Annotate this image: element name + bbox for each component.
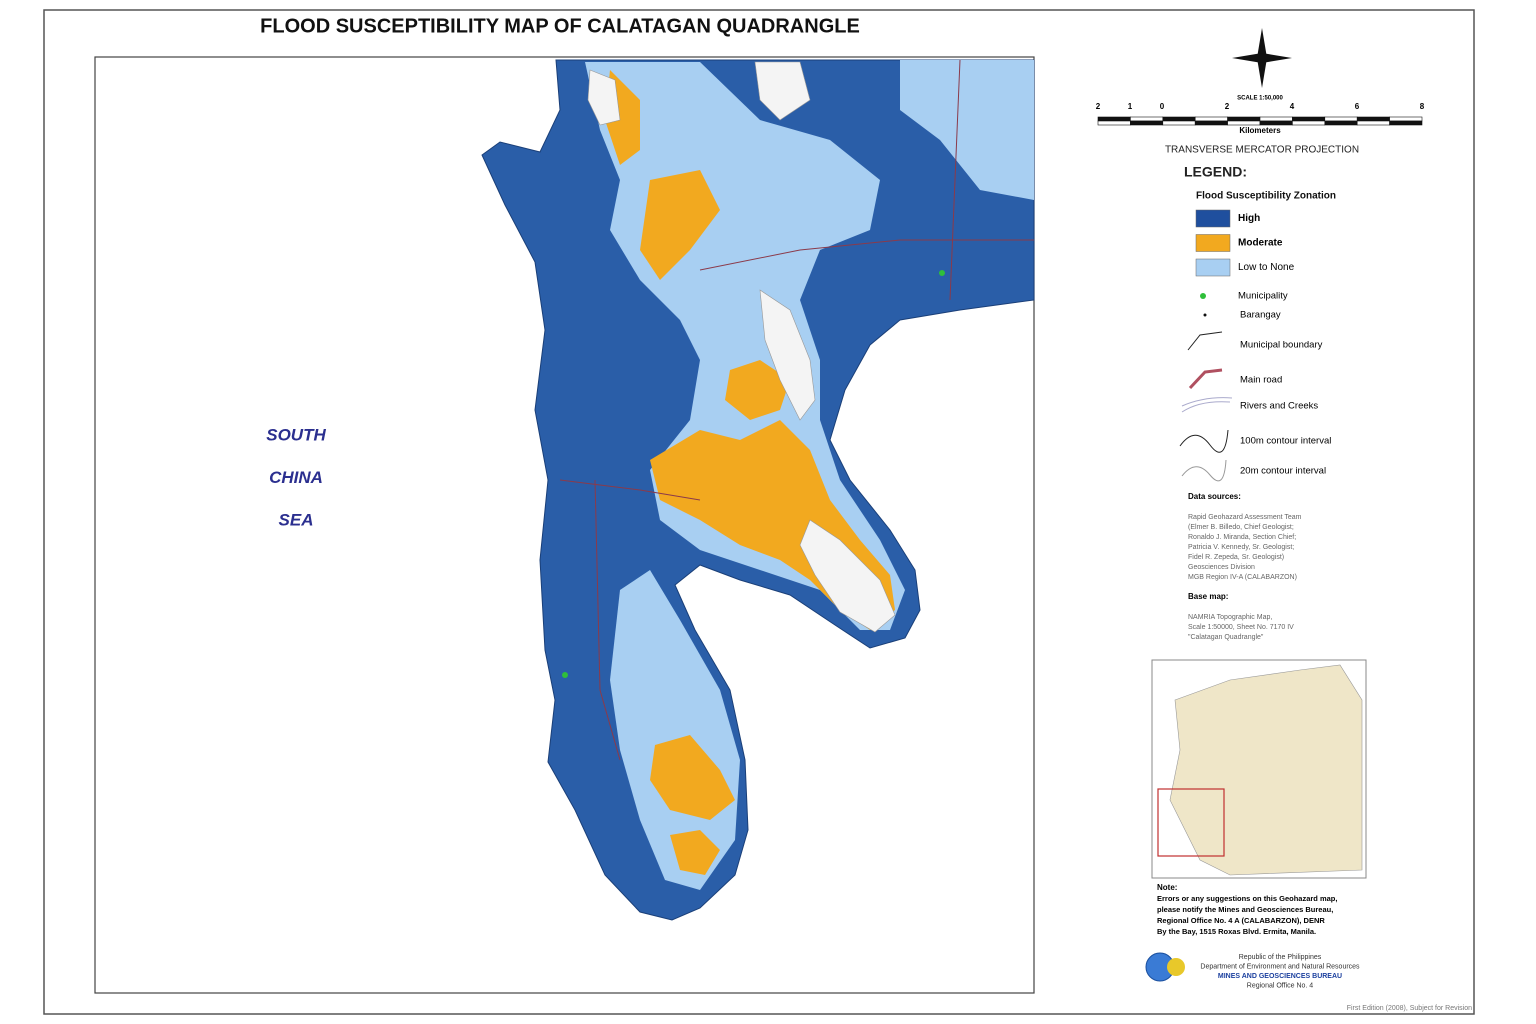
scale-tick-label: 2	[1225, 102, 1230, 111]
agency-line: MINES AND GEOSCIENCES BUREAU	[1218, 973, 1342, 980]
agency-line: Regional Office No. 4	[1247, 982, 1314, 989]
scale-tick-label: 8	[1420, 102, 1425, 111]
scale-segment	[1356, 116, 1390, 122]
map-title: FLOOD SUSCEPTIBILITY MAP OF CALATAGAN QU…	[260, 15, 860, 37]
scale-segment	[1324, 116, 1358, 122]
scale-segment	[1194, 120, 1228, 126]
upland-zone	[754, 61, 811, 121]
block-line: Errors or any suggestions on this Geohaz…	[1157, 894, 1337, 903]
moderate-zone	[725, 360, 790, 420]
notes: Data sources: Rapid Geohazard Assessment …	[1157, 492, 1472, 1012]
municipality	[939, 270, 945, 276]
legend-label: 100m contour interval	[1240, 436, 1331, 447]
scale-segment	[1259, 120, 1293, 126]
scale-segment	[1259, 116, 1293, 122]
legend-symbol	[1188, 368, 1223, 390]
scale-tick-label: 1	[1128, 102, 1133, 111]
block-line: Geosciences Division	[1188, 564, 1255, 571]
legend-swatch	[1195, 209, 1231, 228]
scale-segment	[1162, 116, 1196, 122]
low-zone	[900, 60, 1034, 200]
agency-line: Republic of the Philippines	[1239, 954, 1322, 961]
projection: TRANSVERSE MERCATOR PROJECTION	[1165, 145, 1359, 156]
scale-segment	[1389, 120, 1423, 126]
block-line: Scale 1:50000, Sheet No. 7170 IV	[1188, 624, 1294, 631]
scale-segment	[1097, 120, 1131, 126]
scale-segment	[1097, 116, 1131, 122]
legend-symbol	[1181, 397, 1233, 413]
agency-line: Department of Environment and Natural Re…	[1200, 963, 1360, 970]
block-line: "Calatagan Quadrangle"	[1188, 634, 1264, 641]
moderate-zone	[650, 735, 735, 820]
municipality	[562, 672, 568, 678]
upland-zone	[759, 289, 816, 421]
legend-label: Rivers and Creeks	[1240, 401, 1318, 412]
legend-label: Municipal boundary	[1240, 340, 1323, 351]
sea-label: CHINA	[269, 468, 323, 487]
block-line: Rapid Geohazard Assessment Team	[1188, 514, 1302, 521]
block-line: (Elmer B. Billedo, Chief Geologist;	[1188, 524, 1294, 531]
scale-segment	[1292, 116, 1326, 122]
legend-label: 20m contour interval	[1240, 466, 1326, 477]
scale-segment	[1162, 120, 1196, 126]
legend-label: Low to None	[1238, 262, 1295, 273]
legend-title: LEGEND:	[1184, 164, 1247, 180]
legend-symbol	[1179, 429, 1229, 453]
upland-zone	[799, 519, 896, 633]
sea-label: SEA	[279, 510, 314, 529]
legend-swatch	[1195, 258, 1231, 277]
scale-segment	[1227, 116, 1261, 122]
scale-segment	[1130, 120, 1164, 126]
scale-segment	[1389, 116, 1423, 122]
block-title: Data sources:	[1188, 492, 1241, 501]
legend-label: Main road	[1240, 375, 1282, 386]
legend-swatch	[1195, 234, 1231, 252]
scale-tick-label: 4	[1290, 102, 1295, 111]
scale-segment	[1292, 120, 1326, 126]
legend-label: Moderate	[1238, 238, 1283, 249]
block-line: By the Bay, 1515 Roxas Blvd. Ermita, Man…	[1157, 927, 1316, 936]
edition: First Edition (2008), Subject for Revisi…	[1347, 1005, 1472, 1012]
legend-symbol	[1181, 459, 1227, 482]
scale-tick-label: 6	[1355, 102, 1360, 111]
scale-tick-label: 0	[1160, 102, 1165, 111]
scale-bar: 2 1 0 2 4 6 8	[1096, 102, 1425, 126]
legend-symbol	[1187, 331, 1223, 351]
legend-symbol	[1200, 293, 1206, 299]
inset-map	[1151, 659, 1367, 879]
sheet-frame	[43, 9, 1475, 1015]
legend-label: Barangay	[1240, 310, 1281, 321]
legend-label: High	[1238, 213, 1260, 224]
scale-segment	[1356, 120, 1390, 126]
scale-ratio: SCALE 1:50,000	[1237, 96, 1283, 102]
block-line: Fidel R. Zepeda, Sr. Geologist)	[1188, 554, 1284, 561]
block-title: Note:	[1157, 883, 1177, 892]
scale-segment	[1227, 120, 1261, 126]
moderate-zone	[640, 170, 720, 280]
scale-segment	[1194, 116, 1228, 122]
scale-unit: Kilometers	[1239, 126, 1281, 135]
scale-segment	[1130, 116, 1164, 122]
scale-segment	[1324, 120, 1358, 126]
block-line: NAMRIA Topographic Map,	[1188, 614, 1272, 621]
north-arrow	[1232, 28, 1292, 88]
sea-label: SOUTH	[266, 425, 326, 444]
scale-tick-label: 2	[1096, 102, 1101, 111]
upland-zone	[587, 69, 621, 126]
legend-label: Municipality	[1238, 291, 1288, 302]
map-body	[481, 59, 1035, 921]
main-road	[559, 59, 1034, 761]
legend-subtitle: Flood Susceptibility Zonation	[1196, 191, 1336, 202]
block-line: please notify the Mines and Geosciences …	[1157, 905, 1333, 914]
block-line: Patricia V. Kennedy, Sr. Geologist;	[1188, 544, 1294, 551]
moderate-zone	[670, 830, 720, 875]
block-line: Regional Office No. 4 A (CALABARZON), DE…	[1157, 916, 1325, 925]
legend-symbol	[1203, 313, 1207, 317]
agency-logo	[1145, 952, 1185, 982]
legend: High Moderate Low to None Municipality Baran…	[1179, 209, 1331, 482]
block-line: Ronaldo J. Miranda, Section Chief;	[1188, 534, 1296, 541]
block-title: Base map:	[1188, 592, 1228, 601]
block-line: MGB Region IV-A (CALABARZON)	[1188, 574, 1297, 581]
